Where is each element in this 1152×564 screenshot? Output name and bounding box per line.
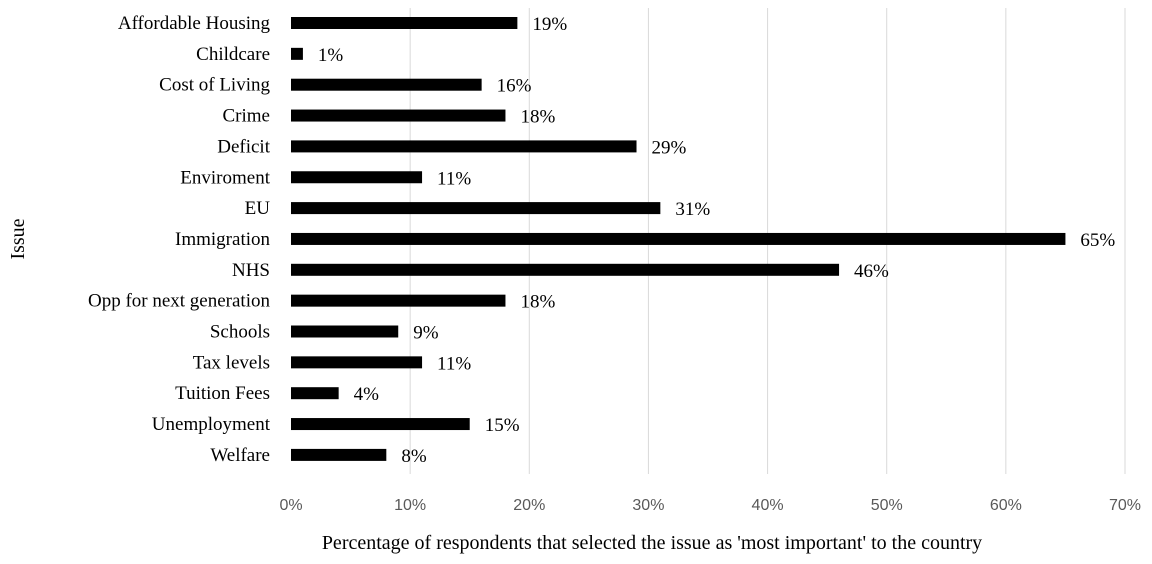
bars (291, 17, 1066, 461)
bar (291, 109, 506, 122)
x-tick-label: 50% (871, 497, 903, 514)
bar (291, 140, 637, 153)
category-label: Deficit (217, 136, 270, 157)
x-tick-label: 70% (1109, 497, 1141, 514)
data-label: 29% (652, 137, 687, 158)
category-label: Opp for next generation (88, 291, 271, 312)
data-label: 65% (1080, 230, 1115, 251)
data-label: 11% (437, 168, 471, 189)
data-label: 18% (520, 107, 555, 128)
data-label: 1% (318, 45, 344, 66)
x-tick-labels: 0% 10% 20% 30% 40% 50% 60% 70% (279, 497, 1141, 514)
data-label: 4% (354, 384, 380, 405)
data-label: 15% (485, 415, 520, 436)
data-label: 11% (437, 353, 471, 374)
category-label: Unemployment (152, 414, 271, 435)
category-label: Enviroment (180, 167, 270, 188)
category-label: Childcare (196, 44, 270, 65)
bar (291, 202, 661, 215)
bar (291, 171, 423, 184)
x-tick-label: 40% (752, 497, 784, 514)
category-label: Immigration (175, 229, 270, 250)
category-label: Crime (223, 106, 271, 127)
data-label: 9% (413, 323, 439, 344)
category-label: Welfare (210, 445, 270, 466)
x-tick-label: 10% (394, 497, 426, 514)
bar (291, 232, 1066, 245)
category-label: Tuition Fees (175, 383, 270, 404)
x-tick-label: 60% (990, 497, 1022, 514)
category-label: NHS (232, 260, 270, 281)
x-tick-label: 0% (279, 497, 302, 514)
bar (291, 47, 303, 60)
data-label: 8% (401, 446, 427, 467)
x-tick-label: 20% (513, 497, 545, 514)
bar (291, 448, 387, 461)
bar (291, 356, 423, 369)
x-axis-title: Percentage of respondents that selected … (322, 532, 982, 554)
category-label: Tax levels (193, 352, 270, 373)
data-label: 18% (520, 292, 555, 313)
category-labels: Affordable Housing Childcare Cost of Livin… (88, 13, 271, 466)
bar (291, 78, 482, 91)
data-label: 46% (854, 261, 889, 282)
data-label: 16% (497, 76, 532, 97)
category-label: Cost of Living (159, 75, 270, 96)
bar (291, 418, 470, 431)
bar (291, 325, 399, 338)
y-axis-title: Issue (7, 218, 29, 259)
data-label: 31% (675, 199, 710, 220)
x-tick-label: 30% (632, 497, 664, 514)
data-labels: 19% 1% 16% 18% 29% 11% 31% 65% 46% 18% 9% 11% 4% 15% 8… (318, 14, 1116, 467)
data-label: 19% (532, 14, 567, 35)
bar (291, 387, 339, 400)
bar (291, 17, 518, 29)
bar (291, 263, 840, 276)
category-label: Schools (210, 322, 270, 343)
bar (291, 294, 506, 307)
category-label: EU (245, 198, 271, 219)
category-label: Affordable Housing (118, 13, 271, 34)
